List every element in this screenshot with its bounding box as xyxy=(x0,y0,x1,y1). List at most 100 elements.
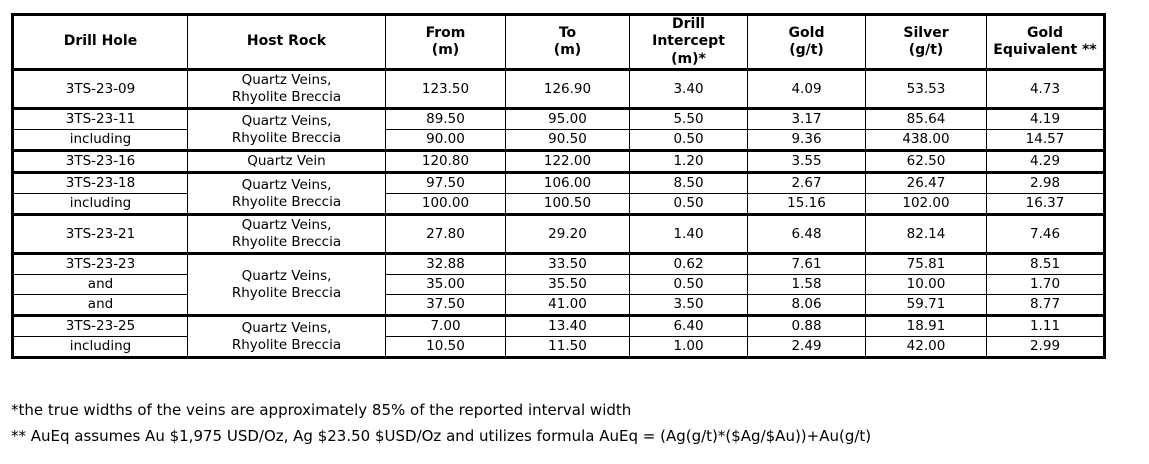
intercept-cell: 3.50 xyxy=(629,294,748,316)
table-row: and 35.00 35.50 0.50 1.58 10.00 1.70 xyxy=(12,274,1105,295)
intercept-cell: 1.00 xyxy=(629,336,748,358)
drill-hole-cell: and xyxy=(12,274,188,295)
table-row: 3TS-23-09 Quartz Veins, Rhyolite Breccia… xyxy=(12,68,1105,109)
to-cell: 29.20 xyxy=(505,213,630,254)
intercept-cell: 0.50 xyxy=(629,193,748,215)
drill-hole-cell: 3TS-23-11 xyxy=(12,107,188,130)
table-row: 3TS-23-23 Quartz Veins, Rhyolite Breccia… xyxy=(12,252,1105,316)
from-cell: 7.00 xyxy=(385,314,506,337)
from-cell: 37.50 xyxy=(385,294,506,316)
host-rock-cell: Quartz Veins, Rhyolite Breccia xyxy=(187,171,386,215)
col-header-drill-intercept: Drill Intercept (m)* xyxy=(629,14,748,71)
silver-cell: 10.00 xyxy=(865,274,987,295)
from-cell: 32.88 xyxy=(385,252,506,275)
silver-cell: 18.91 xyxy=(865,314,987,337)
intercept-cell: 0.50 xyxy=(629,129,748,151)
gold-eq-cell: 14.57 xyxy=(986,129,1105,151)
from-cell: 89.50 xyxy=(385,107,506,130)
intercept-cell: 1.20 xyxy=(629,149,748,173)
to-cell: 35.50 xyxy=(505,274,630,295)
silver-cell: 75.81 xyxy=(865,252,987,275)
gold-cell: 2.67 xyxy=(747,171,866,194)
from-cell: 120.80 xyxy=(385,149,506,173)
intercept-cell: 5.50 xyxy=(629,107,748,130)
silver-cell: 102.00 xyxy=(865,193,987,215)
from-cell: 97.50 xyxy=(385,171,506,194)
gold-cell: 15.16 xyxy=(747,193,866,215)
table-row: including 90.00 90.50 0.50 9.36 438.00 1… xyxy=(12,129,1105,151)
gold-cell: 8.06 xyxy=(747,294,866,316)
intercept-cell: 1.40 xyxy=(629,213,748,254)
gold-eq-cell: 1.11 xyxy=(986,314,1105,337)
drill-hole-cell: 3TS-23-09 xyxy=(12,68,188,109)
drill-hole-cell: including xyxy=(12,193,188,215)
col-header-gold: Gold (g/t) xyxy=(747,14,866,71)
to-cell: 13.40 xyxy=(505,314,630,337)
gold-cell: 0.88 xyxy=(747,314,866,337)
host-rock-cell: Quartz Veins, Rhyolite Breccia xyxy=(187,107,386,151)
gold-cell: 6.48 xyxy=(747,213,866,254)
col-header-gold-equivalent: Gold Equivalent ** xyxy=(986,14,1105,71)
to-cell: 95.00 xyxy=(505,107,630,130)
to-cell: 106.00 xyxy=(505,171,630,194)
gold-eq-cell: 1.70 xyxy=(986,274,1105,295)
table-row: and 37.50 41.00 3.50 8.06 59.71 8.77 xyxy=(12,294,1105,316)
host-rock-cell: Quartz Veins, Rhyolite Breccia xyxy=(187,252,386,316)
intercept-cell: 8.50 xyxy=(629,171,748,194)
drill-hole-cell: 3TS-23-18 xyxy=(12,171,188,194)
silver-cell: 26.47 xyxy=(865,171,987,194)
col-header-host-rock: Host Rock xyxy=(187,14,386,71)
from-cell: 123.50 xyxy=(385,68,506,109)
gold-eq-cell: 2.98 xyxy=(986,171,1105,194)
gold-cell: 2.49 xyxy=(747,336,866,358)
drill-hole-cell: and xyxy=(12,294,188,316)
table-row: 3TS-23-21 Quartz Veins, Rhyolite Breccia… xyxy=(12,213,1105,254)
drill-hole-cell: 3TS-23-21 xyxy=(12,213,188,254)
gold-cell: 1.58 xyxy=(747,274,866,295)
drill-results-table: Drill Hole Host Rock From (m) To (m) Dri… xyxy=(11,13,1106,359)
silver-cell: 53.53 xyxy=(865,68,987,109)
table-row: 3TS-23-16 Quartz Vein 120.80 122.00 1.20… xyxy=(12,149,1105,173)
header-row: Drill Hole Host Rock From (m) To (m) Dri… xyxy=(12,14,1105,71)
to-cell: 100.50 xyxy=(505,193,630,215)
silver-cell: 59.71 xyxy=(865,294,987,316)
intercept-cell: 6.40 xyxy=(629,314,748,337)
from-cell: 35.00 xyxy=(385,274,506,295)
intercept-cell: 0.50 xyxy=(629,274,748,295)
gold-eq-cell: 16.37 xyxy=(986,193,1105,215)
to-cell: 11.50 xyxy=(505,336,630,358)
drill-hole-cell: 3TS-23-23 xyxy=(12,252,188,275)
from-cell: 100.00 xyxy=(385,193,506,215)
silver-cell: 82.14 xyxy=(865,213,987,254)
gold-eq-cell: 2.99 xyxy=(986,336,1105,358)
gold-cell: 3.55 xyxy=(747,149,866,173)
to-cell: 33.50 xyxy=(505,252,630,275)
silver-cell: 62.50 xyxy=(865,149,987,173)
gold-eq-cell: 4.19 xyxy=(986,107,1105,130)
host-rock-cell: Quartz Veins, Rhyolite Breccia xyxy=(187,213,386,254)
gold-cell: 4.09 xyxy=(747,68,866,109)
intercept-cell: 3.40 xyxy=(629,68,748,109)
gold-eq-cell: 7.46 xyxy=(986,213,1105,254)
gold-eq-cell: 4.29 xyxy=(986,149,1105,173)
to-cell: 126.90 xyxy=(505,68,630,109)
table-row: including 100.00 100.50 0.50 15.16 102.0… xyxy=(12,193,1105,215)
from-cell: 27.80 xyxy=(385,213,506,254)
drill-hole-cell: 3TS-23-25 xyxy=(12,314,188,337)
from-cell: 10.50 xyxy=(385,336,506,358)
to-cell: 122.00 xyxy=(505,149,630,173)
col-header-from: From (m) xyxy=(385,14,506,71)
from-cell: 90.00 xyxy=(385,129,506,151)
silver-cell: 438.00 xyxy=(865,129,987,151)
intercept-cell: 0.62 xyxy=(629,252,748,275)
gold-eq-cell: 4.73 xyxy=(986,68,1105,109)
col-header-to: To (m) xyxy=(505,14,630,71)
footnote-true-width: *the true widths of the veins are approx… xyxy=(11,401,632,419)
host-rock-cell: Quartz Veins, Rhyolite Breccia xyxy=(187,68,386,109)
footnote-aueq-formula: ** AuEq assumes Au $1,975 USD/Oz, Ag $23… xyxy=(11,426,872,445)
gold-eq-cell: 8.51 xyxy=(986,252,1105,275)
host-rock-cell: Quartz Vein xyxy=(187,149,386,173)
host-rock-cell: Quartz Veins, Rhyolite Breccia xyxy=(187,314,386,358)
silver-cell: 85.64 xyxy=(865,107,987,130)
gold-eq-cell: 8.77 xyxy=(986,294,1105,316)
